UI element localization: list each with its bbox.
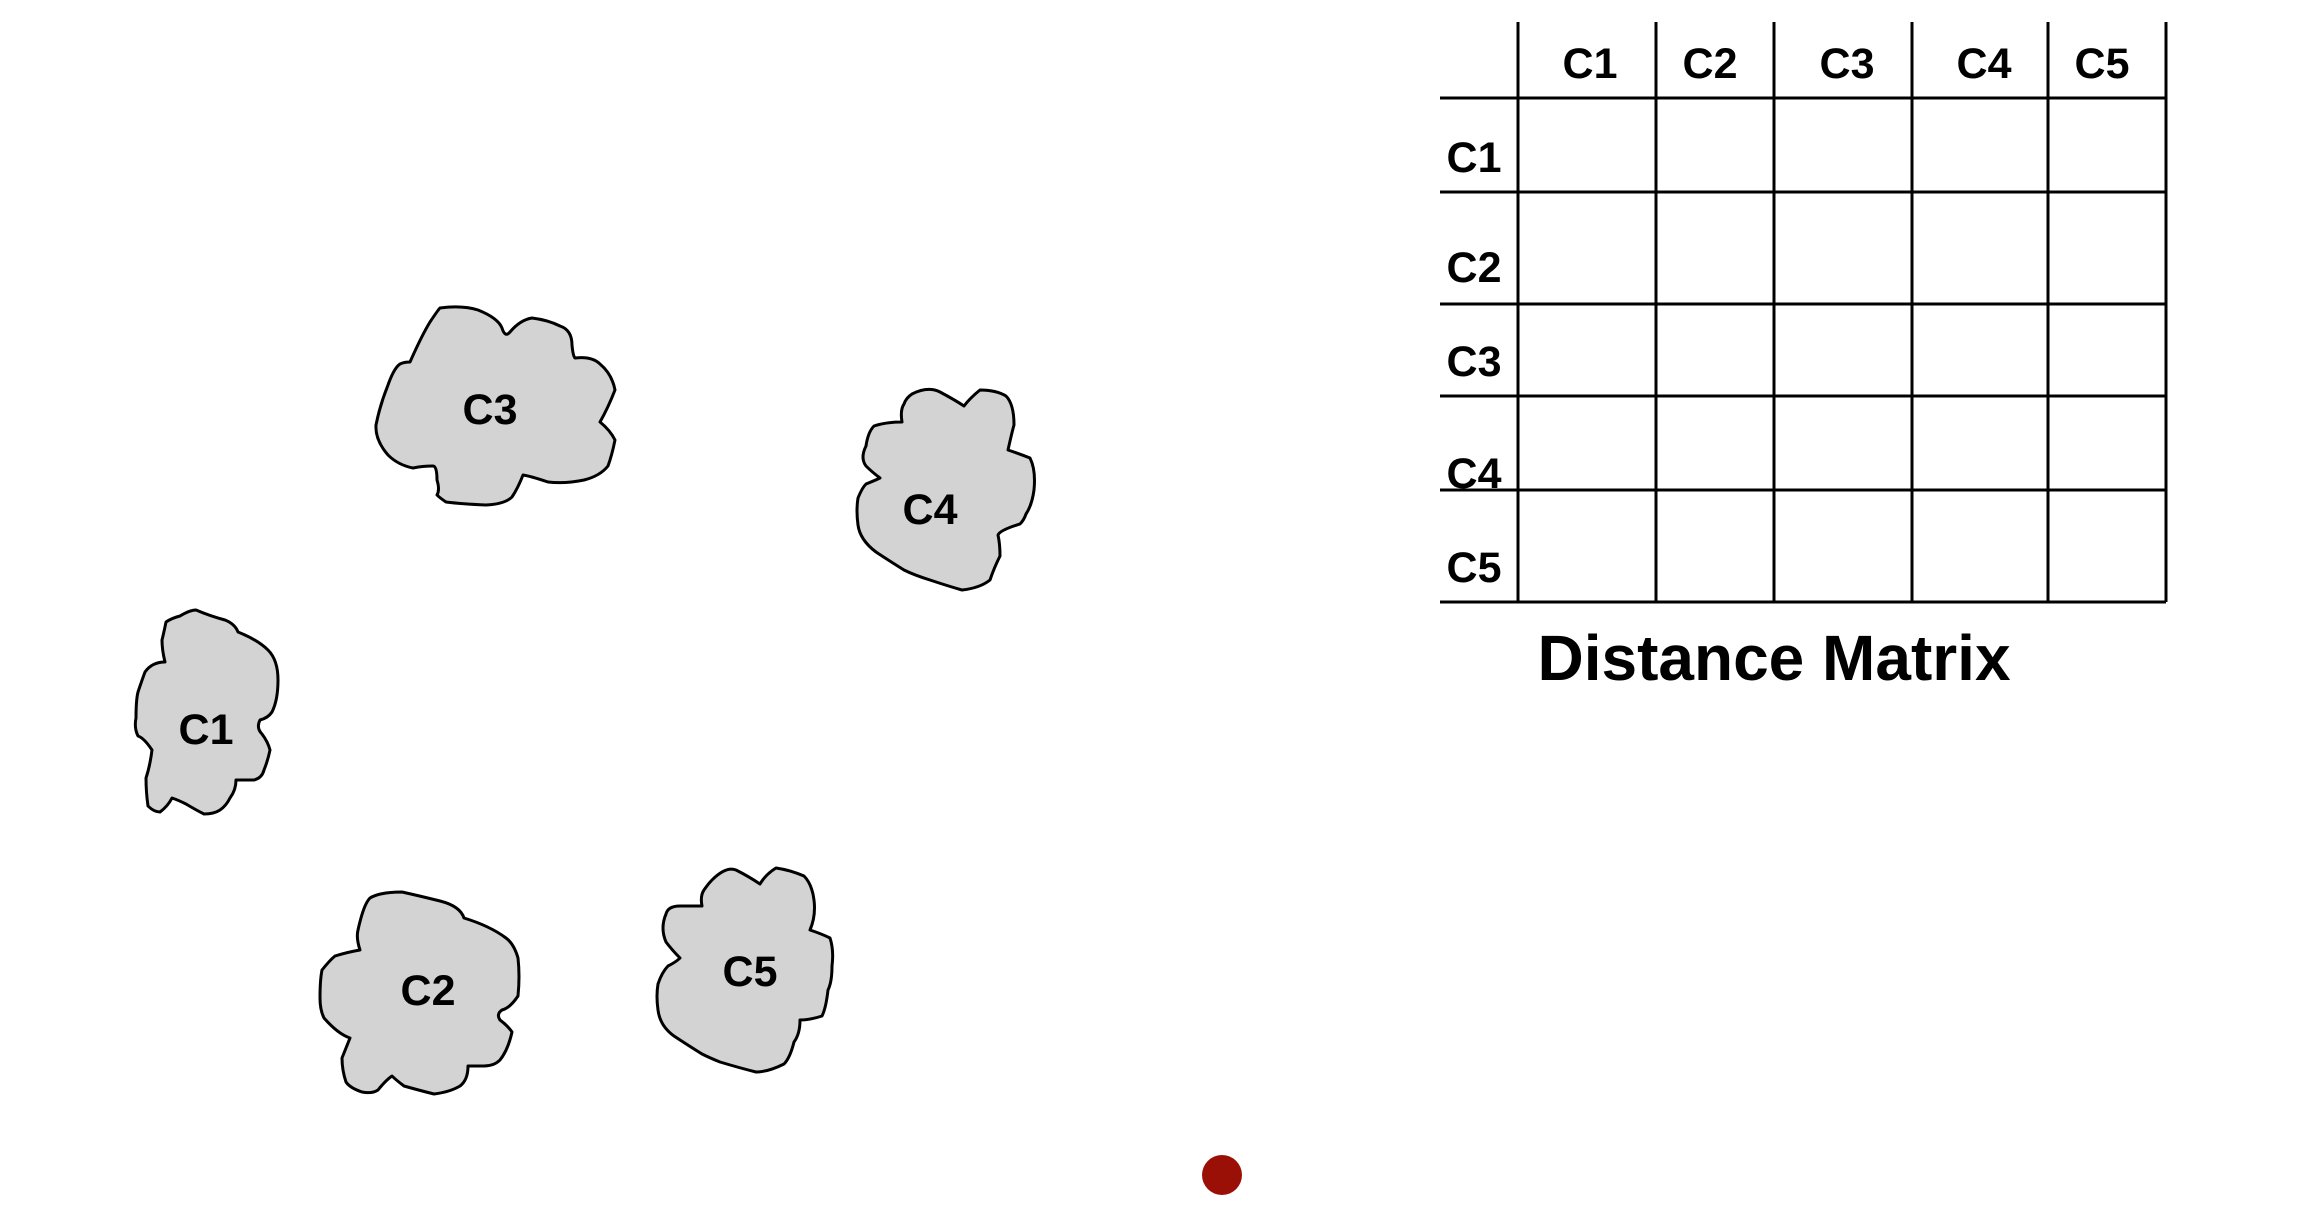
matrix-row-header-c5: C5 [1447, 544, 1502, 592]
cluster-c2: C2 [318, 890, 521, 1096]
cluster-c5: C5 [655, 866, 835, 1074]
cluster-c5-label: C5 [723, 948, 778, 996]
cluster-c4-label: C4 [903, 486, 958, 534]
matrix-title: Distance Matrix [1537, 622, 2010, 694]
matrix-col-header-c5: C5 [2075, 40, 2130, 88]
matrix-row-header-c4: C4 [1447, 450, 1502, 498]
distance-matrix: C1 C2 C3 C4 C5 C1 C2 C3 C4 C5 Distance M… [1440, 22, 2168, 694]
cluster-c4: C4 [855, 387, 1036, 592]
cluster-c2-label: C2 [401, 967, 456, 1015]
cluster-c4-shape [855, 387, 1036, 592]
marker-dot [1202, 1155, 1242, 1195]
matrix-col-header-c1: C1 [1563, 40, 1618, 88]
cluster-c5-shape [655, 866, 835, 1074]
cluster-c1: C1 [133, 608, 280, 816]
cluster-c1-shape [133, 608, 280, 816]
cluster-c3: C3 [374, 305, 617, 507]
matrix-row-header-c3: C3 [1447, 338, 1502, 386]
matrix-row-header-c2: C2 [1447, 244, 1502, 292]
cluster-c3-label: C3 [463, 386, 518, 434]
cluster-c2-shape [318, 890, 521, 1096]
matrix-col-header-c3: C3 [1820, 40, 1875, 88]
matrix-col-header-c4: C4 [1957, 40, 2012, 88]
cluster-c3-shape [374, 305, 617, 507]
matrix-col-header-c2: C2 [1683, 40, 1738, 88]
matrix-row-header-c1: C1 [1447, 134, 1502, 182]
cluster-c1-label: C1 [179, 706, 234, 754]
